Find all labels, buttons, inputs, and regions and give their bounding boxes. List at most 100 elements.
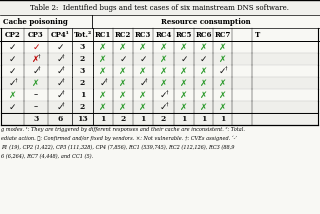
Text: ✓: ✓: [56, 43, 64, 52]
Text: ✓: ✓: [32, 43, 40, 52]
Text: 2: 2: [120, 115, 126, 123]
Text: ✗: ✗: [139, 91, 147, 100]
Text: ✓: ✓: [139, 55, 147, 64]
Text: ✓: ✓: [99, 79, 107, 88]
Text: ✗: ✗: [180, 67, 188, 76]
Text: T: T: [255, 31, 260, 39]
Text: ✓: ✓: [56, 55, 64, 64]
Text: ✗: ✗: [99, 43, 107, 52]
Text: ✗: ✗: [139, 67, 147, 76]
Text: 6 (6,264), RC7 (4,448), and CC1 (5).: 6 (6,264), RC7 (4,448), and CC1 (5).: [1, 154, 93, 159]
Text: ✗: ✗: [180, 103, 188, 111]
Text: ✗: ✗: [200, 43, 207, 52]
Text: 1: 1: [140, 115, 146, 123]
Text: ✗: ✗: [119, 91, 127, 100]
Text: ✗: ✗: [139, 43, 147, 52]
Text: RC4: RC4: [155, 31, 172, 39]
Text: ✗: ✗: [119, 43, 127, 52]
Text: †: †: [105, 77, 108, 83]
Text: ✓: ✓: [160, 91, 167, 100]
Text: ✗: ✗: [99, 67, 107, 76]
Text: ✗: ✗: [119, 67, 127, 76]
Text: ✗: ✗: [160, 43, 167, 52]
Text: ✗: ✗: [160, 55, 167, 64]
Bar: [1, 77, 318, 89]
Text: RC2: RC2: [115, 31, 131, 39]
Text: ✓: ✓: [219, 67, 226, 76]
Text: RC1: RC1: [95, 31, 111, 39]
Text: ✓: ✓: [9, 79, 16, 88]
Text: ✗: ✗: [219, 91, 226, 100]
Text: –: –: [34, 103, 38, 111]
Text: ✓: ✓: [56, 91, 64, 100]
Text: Tot.²: Tot.²: [73, 31, 92, 39]
Text: ✗: ✗: [219, 43, 226, 52]
Text: ✓: ✓: [180, 55, 188, 64]
Text: ✗: ✗: [139, 103, 147, 111]
Text: ✗: ✗: [32, 55, 40, 64]
Text: ✗: ✗: [200, 91, 207, 100]
Text: ✓: ✓: [9, 67, 16, 76]
Text: CP4¹: CP4¹: [51, 31, 69, 39]
Text: 2: 2: [80, 55, 85, 63]
Text: ✓: ✓: [56, 103, 64, 111]
Text: ✗: ✗: [119, 103, 127, 111]
Text: †: †: [38, 54, 41, 58]
Text: †: †: [15, 77, 17, 83]
Text: ✗: ✗: [219, 79, 226, 88]
Text: ✓: ✓: [160, 103, 167, 111]
Text: RC3: RC3: [135, 31, 151, 39]
Text: 1: 1: [80, 91, 85, 99]
Text: ✓: ✓: [119, 55, 127, 64]
Text: RC6: RC6: [195, 31, 212, 39]
Text: ✗: ✗: [219, 103, 226, 111]
Bar: [1, 101, 318, 113]
Text: ✓: ✓: [9, 43, 16, 52]
Text: ✓: ✓: [32, 67, 40, 76]
Text: †: †: [225, 65, 227, 70]
Text: 2: 2: [80, 103, 85, 111]
Text: †: †: [62, 77, 65, 83]
Text: Cache poisoning: Cache poisoning: [3, 18, 68, 25]
Bar: [1, 65, 318, 77]
Text: †: †: [166, 89, 168, 95]
Bar: [1, 113, 318, 125]
Text: ✓: ✓: [9, 55, 16, 64]
Text: 2: 2: [80, 79, 85, 87]
Bar: [1, 53, 318, 65]
Text: †: †: [38, 65, 41, 70]
Text: 3: 3: [33, 115, 39, 123]
Text: CP3: CP3: [28, 31, 44, 39]
Text: P1 (19), CP2 (1,422), CP3 (111,328), CP4 (7,856), RC1 (539,745), RC2 (112,126), : P1 (19), CP2 (1,422), CP3 (111,328), CP4…: [1, 145, 234, 150]
Text: 3: 3: [80, 67, 85, 75]
Text: 13: 13: [77, 115, 88, 123]
Bar: [0, 15, 320, 28]
Bar: [1, 89, 318, 101]
Text: ✓: ✓: [56, 67, 64, 76]
Text: ✗: ✗: [9, 91, 16, 100]
Text: ediate action. ✓: Confirmed and/or fixed by vendors. ×: Not vulnerable. †: CVEs : ediate action. ✓: Confirmed and/or fixed…: [1, 136, 237, 141]
Text: ✗: ✗: [99, 91, 107, 100]
Text: ✗: ✗: [99, 103, 107, 111]
Text: RC5: RC5: [176, 31, 192, 39]
Text: †: †: [62, 101, 65, 107]
Text: ✗: ✗: [180, 79, 188, 88]
Text: Resource consumption: Resource consumption: [161, 18, 250, 25]
Text: RC7: RC7: [214, 31, 231, 39]
Text: ✗: ✗: [160, 79, 167, 88]
Text: 1: 1: [201, 115, 206, 123]
Text: g modes. ¹: They are triggered by different responses and their cache are incons: g modes. ¹: They are triggered by differ…: [1, 127, 245, 132]
Text: 1: 1: [220, 115, 225, 123]
Text: ✓: ✓: [9, 103, 16, 111]
Text: ✗: ✗: [160, 67, 167, 76]
Text: ✓: ✓: [200, 55, 207, 64]
Text: †: †: [62, 65, 65, 70]
Text: †: †: [145, 77, 148, 83]
Text: †: †: [166, 101, 168, 107]
Text: ✗: ✗: [32, 79, 40, 88]
Text: ✗: ✗: [200, 79, 207, 88]
Text: 1: 1: [181, 115, 187, 123]
Text: 6: 6: [57, 115, 63, 123]
Text: 1: 1: [100, 115, 106, 123]
Text: ✓: ✓: [139, 79, 147, 88]
